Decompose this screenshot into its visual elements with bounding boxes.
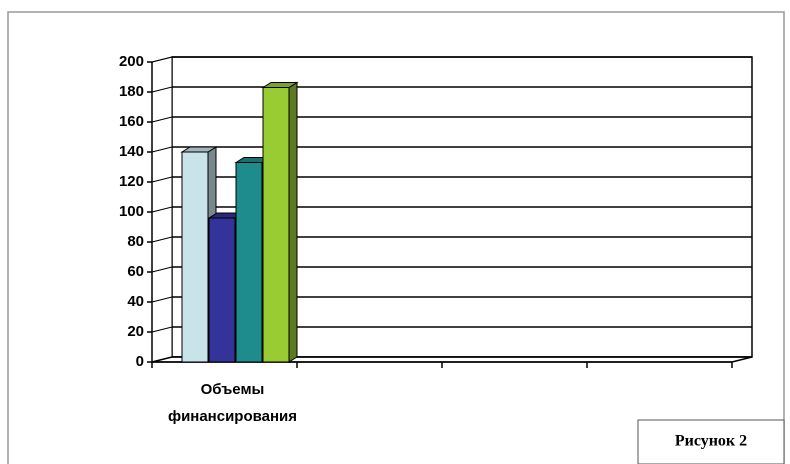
grid-line-side bbox=[151, 116, 173, 123]
y-tick-label: 120 bbox=[119, 173, 144, 190]
bar bbox=[181, 151, 209, 363]
bar bbox=[208, 217, 236, 363]
y-tick-label: 100 bbox=[119, 203, 144, 220]
bar bbox=[235, 162, 263, 363]
grid-line-side bbox=[151, 236, 173, 243]
bar-side bbox=[288, 81, 298, 363]
grid-line-side bbox=[151, 146, 173, 153]
y-tick-label: 200 bbox=[119, 53, 144, 70]
y-tick-label: 20 bbox=[127, 323, 144, 340]
bar bbox=[262, 87, 290, 363]
y-tick-label: 0 bbox=[136, 353, 144, 370]
y-tick-label: 160 bbox=[119, 113, 144, 130]
x-tick-label: Объемы финансирования bbox=[168, 381, 297, 425]
grid-line-side bbox=[151, 176, 173, 183]
grid-line-side bbox=[151, 266, 173, 273]
grid-line-side bbox=[151, 86, 173, 93]
y-tick-label: 80 bbox=[127, 233, 144, 250]
y-tick-label: 140 bbox=[119, 143, 144, 160]
annotation: Рисунок 2 bbox=[675, 433, 747, 450]
grid-line-side bbox=[151, 206, 173, 213]
grid-line-side bbox=[151, 56, 173, 63]
y-tick-label: 60 bbox=[127, 263, 144, 280]
bar-group bbox=[261, 81, 299, 363]
grid-line-side bbox=[151, 296, 173, 303]
grid-line-side bbox=[151, 356, 173, 363]
y-tick-label: 180 bbox=[119, 83, 144, 100]
grid-line-side bbox=[151, 326, 173, 333]
y-tick-label: 40 bbox=[127, 293, 144, 310]
annotation-box bbox=[637, 419, 785, 464]
